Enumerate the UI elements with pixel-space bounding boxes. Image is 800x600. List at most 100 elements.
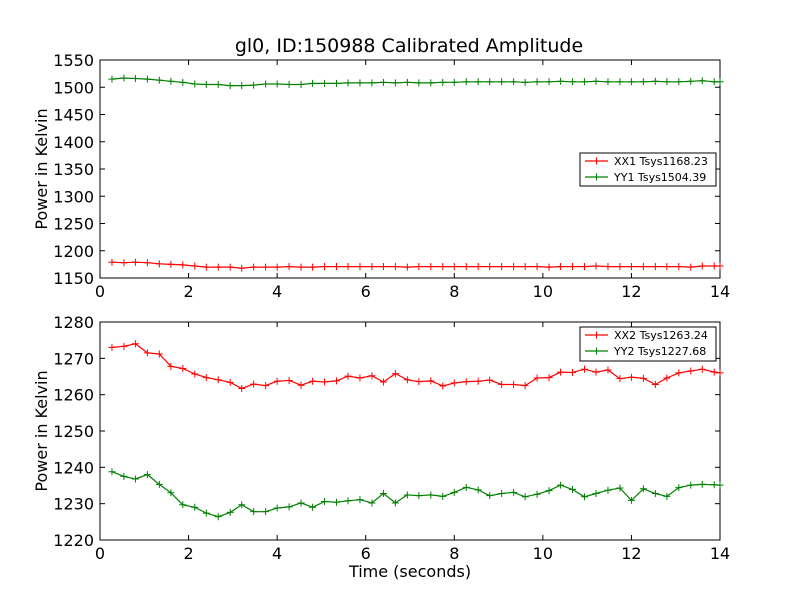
data-point	[627, 78, 635, 86]
data-point	[332, 377, 340, 385]
data-point	[155, 260, 163, 268]
data-point	[439, 382, 447, 390]
y-tick-label: 1400	[53, 133, 94, 152]
data-point	[108, 75, 116, 83]
data-point	[202, 374, 210, 382]
y-axis-label: Power in Kelvin	[32, 370, 51, 491]
y-axis-label: Power in Kelvin	[32, 108, 51, 229]
data-point	[238, 82, 246, 90]
data-point	[297, 499, 305, 507]
data-point	[191, 503, 199, 511]
data-point	[510, 78, 518, 86]
data-point	[332, 79, 340, 87]
data-point	[651, 77, 659, 85]
data-point	[510, 380, 518, 388]
x-tick-label: 8	[449, 544, 459, 563]
data-point	[356, 263, 364, 271]
data-point	[716, 369, 724, 377]
data-point	[238, 501, 246, 509]
data-point	[368, 263, 376, 271]
data-point	[309, 263, 317, 271]
data-point	[698, 77, 706, 85]
y-tick-label: 1240	[53, 458, 94, 477]
data-point	[675, 484, 683, 492]
x-tick-label: 12	[621, 282, 641, 301]
data-point	[498, 78, 506, 86]
plots-area: 0 2 4 6 8 10 12 14 1150 1200 1250 1300 1350 1400 1450 1…	[32, 51, 730, 581]
data-point	[143, 349, 151, 357]
data-point	[616, 78, 624, 86]
data-point	[592, 489, 600, 497]
data-point	[651, 263, 659, 271]
data-point	[273, 504, 281, 512]
data-point	[557, 481, 565, 489]
data-point	[191, 262, 199, 270]
data-point	[143, 259, 151, 267]
data-point	[687, 481, 695, 489]
data-point	[415, 378, 423, 386]
data-point	[309, 377, 317, 385]
y-tick-label: 1250	[53, 215, 94, 234]
y-tick-label: 1220	[53, 531, 94, 550]
data-point	[533, 263, 541, 271]
data-point	[179, 365, 187, 373]
series-xx2	[108, 340, 724, 392]
data-point	[332, 263, 340, 271]
data-point	[250, 263, 258, 271]
data-point	[687, 367, 695, 375]
data-point	[285, 81, 293, 89]
series-line	[111, 471, 721, 518]
data-point	[521, 263, 529, 271]
y-tick-label: 1450	[53, 106, 94, 125]
y-tick-label: 1250	[53, 422, 94, 441]
data-point	[462, 263, 470, 271]
data-point	[155, 76, 163, 84]
data-point	[486, 376, 494, 384]
data-point	[439, 263, 447, 271]
x-tick-label: 6	[361, 544, 371, 563]
data-point	[427, 79, 435, 87]
data-point	[131, 340, 139, 348]
data-point	[439, 78, 447, 86]
data-point	[131, 475, 139, 483]
data-point	[356, 374, 364, 382]
legend-box	[579, 326, 717, 362]
legend: XX1 Tsys1168.23 YY1 Tsys1504.39	[579, 152, 717, 187]
data-point	[120, 259, 128, 267]
data-point	[651, 489, 659, 497]
x-tick-label: 10	[533, 544, 553, 563]
data-point	[191, 370, 199, 378]
y-tick-label: 1260	[53, 386, 94, 405]
x-tick-label: 0	[95, 282, 105, 301]
x-tick-label: 6	[361, 282, 371, 301]
data-point	[285, 376, 293, 384]
data-point	[179, 78, 187, 86]
data-point	[273, 80, 281, 88]
data-point	[285, 263, 293, 271]
data-point	[379, 378, 387, 386]
data-point	[356, 496, 364, 504]
data-point	[716, 262, 724, 270]
data-point	[167, 362, 175, 370]
data-point	[545, 374, 553, 382]
data-point	[545, 78, 553, 86]
data-point	[639, 263, 647, 271]
data-point	[238, 264, 246, 272]
data-point	[344, 79, 352, 87]
data-point	[167, 489, 175, 497]
data-point	[592, 77, 600, 85]
data-point	[510, 263, 518, 271]
data-point	[344, 372, 352, 380]
data-point	[533, 78, 541, 86]
data-point	[627, 373, 635, 381]
y-tick-label: 1230	[53, 495, 94, 514]
data-point	[498, 380, 506, 388]
data-point	[368, 499, 376, 507]
data-point	[569, 485, 577, 493]
data-point	[309, 503, 317, 511]
data-point	[580, 365, 588, 373]
data-point	[474, 486, 482, 494]
data-point	[675, 78, 683, 86]
data-point	[226, 82, 234, 90]
data-point	[557, 263, 565, 271]
